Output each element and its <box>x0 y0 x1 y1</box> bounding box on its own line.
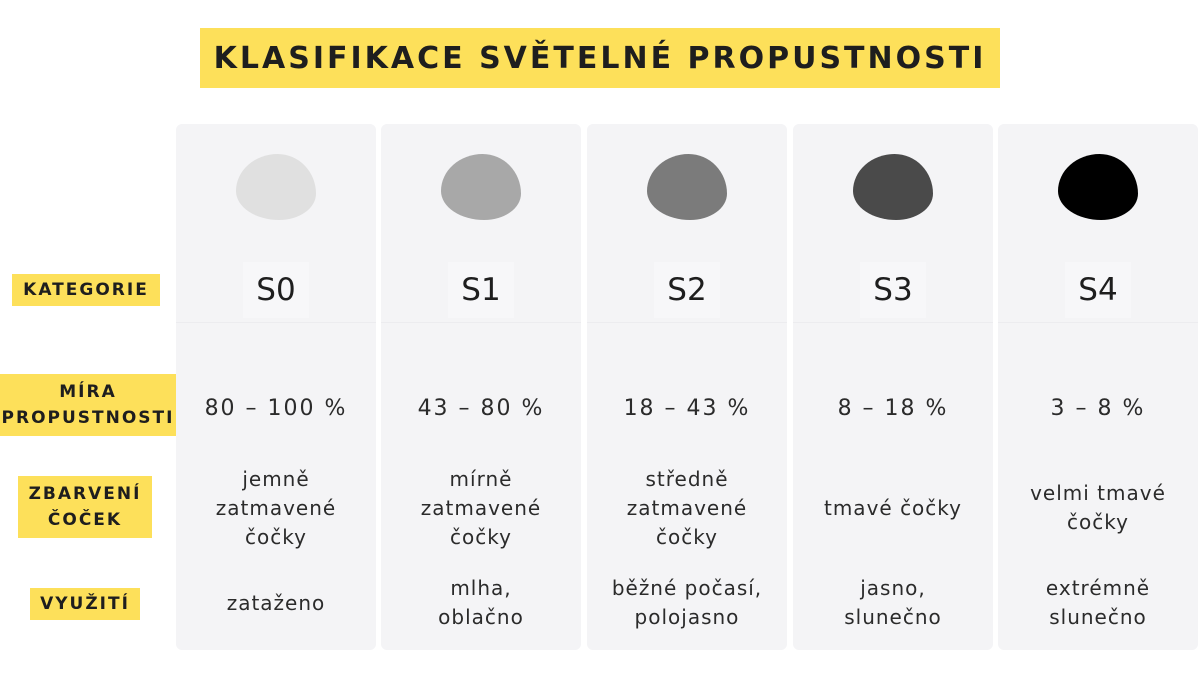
category-column-s2: S2 18 – 43 % středně zatmavené čočky běž… <box>587 124 787 650</box>
transmission-text: 18 – 43 % <box>623 395 751 421</box>
category-column-s1: S1 43 – 80 % mírně zatmavené čočky mlha,… <box>381 124 581 650</box>
row-label-transmission: MÍRA PROPUSTNOSTI <box>0 374 176 436</box>
tint-text: středně zatmavené čočky <box>626 466 748 549</box>
tint-value: tmavé čočky <box>793 456 993 560</box>
usage-text: mlha, oblačno <box>438 576 524 629</box>
row-label-tint-text: ZBARVENÍ ČOČEK <box>28 484 142 530</box>
row-label-tint: ZBARVENÍ ČOČEK <box>18 476 152 538</box>
page-title: KLASIFIKACE SVĚTELNÉ PROPUSTNOSTI <box>200 28 1000 88</box>
transmission-value: 43 – 80 % <box>381 378 581 438</box>
row-label-transmission-text: MÍRA PROPUSTNOSTI <box>1 382 175 428</box>
divider <box>381 322 581 323</box>
tint-text: jemně zatmavené čočky <box>215 466 337 549</box>
usage-value: běžné počasí, polojasno <box>587 570 787 636</box>
category-value: S0 <box>243 262 309 318</box>
transmission-value: 80 – 100 % <box>176 378 376 438</box>
usage-value: mlha, oblačno <box>381 570 581 636</box>
category-column-s3: S3 8 – 18 % tmavé čočky jasno, slunečno <box>793 124 993 650</box>
tint-text: mírně zatmavené čočky <box>420 466 542 549</box>
usage-value: zataženo <box>176 570 376 636</box>
transmission-value: 3 – 8 % <box>998 378 1198 438</box>
row-label-usage: VYUŽITÍ <box>30 588 140 620</box>
row-label-category: KATEGORIE <box>12 274 160 306</box>
divider <box>587 322 787 323</box>
divider <box>793 322 993 323</box>
lens-swatch <box>236 154 316 220</box>
tint-text: tmavé čočky <box>823 495 962 520</box>
tint-value: velmi tmavé čočky <box>998 456 1198 560</box>
category-value: S1 <box>448 262 514 318</box>
usage-value: jasno, slunečno <box>793 570 993 636</box>
divider <box>998 322 1198 323</box>
category-value: S2 <box>654 262 720 318</box>
tint-value: středně zatmavené čočky <box>587 456 787 560</box>
tint-value: jemně zatmavené čočky <box>176 456 376 560</box>
transmission-value: 18 – 43 % <box>587 378 787 438</box>
transmission-text: 3 – 8 % <box>1050 395 1146 421</box>
category-column-s0: S0 80 – 100 % jemně zatmavené čočky zata… <box>176 124 376 650</box>
row-label-category-text: KATEGORIE <box>23 280 149 300</box>
usage-text: běžné počasí, polojasno <box>611 576 763 629</box>
usage-text: zataženo <box>226 590 326 615</box>
lens-swatch <box>853 154 933 220</box>
usage-value: extrémně slunečno <box>998 570 1198 636</box>
transmission-text: 43 – 80 % <box>417 395 545 421</box>
usage-text: extrémně slunečno <box>1045 576 1151 629</box>
usage-text: jasno, slunečno <box>844 576 942 629</box>
category-value: S3 <box>860 262 926 318</box>
divider <box>176 322 376 323</box>
category-column-s4: S4 3 – 8 % velmi tmavé čočky extrémně sl… <box>998 124 1198 650</box>
tint-text: velmi tmavé čočky <box>1030 481 1166 534</box>
transmission-text: 8 – 18 % <box>837 395 949 421</box>
category-value: S4 <box>1065 262 1131 318</box>
lens-swatch <box>1058 154 1138 220</box>
tint-value: mírně zatmavené čočky <box>381 456 581 560</box>
lens-swatch <box>647 154 727 220</box>
row-label-usage-text: VYUŽITÍ <box>40 594 130 614</box>
lens-swatch <box>441 154 521 220</box>
transmission-value: 8 – 18 % <box>793 378 993 438</box>
transmission-text: 80 – 100 % <box>204 395 348 421</box>
